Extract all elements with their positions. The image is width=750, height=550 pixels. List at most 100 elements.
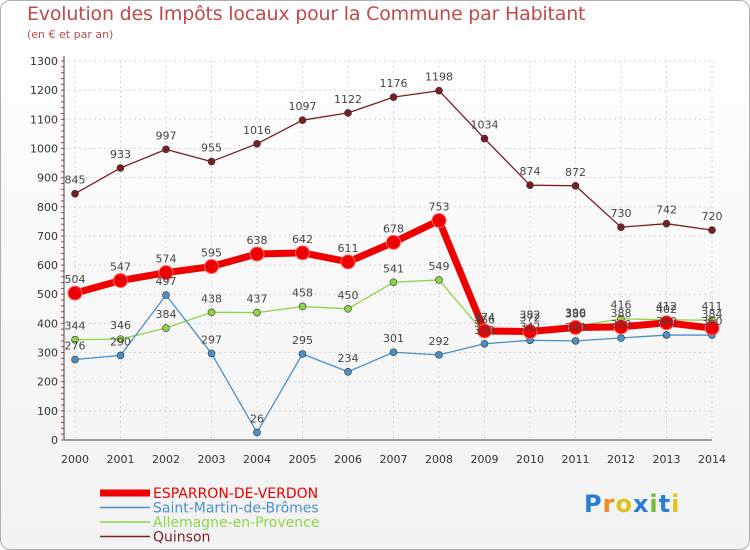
data-label-esparron-de-verdon: 374: [474, 311, 495, 324]
legend-label-esparron-de-verdon: ESPARRON-DE-VERDON: [153, 486, 318, 502]
data-label-quinson: 1097: [289, 100, 317, 113]
data-point-allemagne-en-provence: [298, 302, 307, 311]
data-label-allemagne-en-provence: 458: [292, 286, 313, 299]
logo-letter: r: [602, 490, 616, 518]
data-point-esparron-de-verdon: [613, 319, 629, 335]
data-label-esparron-de-verdon: 504: [65, 273, 86, 286]
logo-letter: P: [584, 490, 603, 518]
logo-letter: x: [632, 490, 650, 518]
data-point-allemagne-en-provence: [344, 305, 352, 313]
data-point-quinson: [435, 86, 443, 95]
data-point-saint-martin-de-bromes: [71, 355, 79, 364]
x-tick-label-2011: 2011: [562, 453, 590, 466]
data-point-esparron-de-verdon: [568, 319, 583, 335]
data-label-saint-martin-de-bromes: 290: [110, 335, 131, 348]
x-tick-label-2014: 2014: [698, 453, 726, 466]
data-label-allemagne-en-provence: 411: [702, 300, 723, 313]
x-tick-label-2001: 2001: [107, 453, 135, 466]
y-tick-label-200: 200: [37, 376, 58, 389]
data-label-allemagne-en-provence: 541: [383, 262, 404, 275]
data-point-quinson: [662, 219, 671, 228]
data-label-quinson: 874: [520, 165, 541, 178]
x-tick-label-2004: 2004: [243, 453, 271, 466]
legend-label-saint-martin-de-bromes: Saint-Martin-de-Brômes: [153, 501, 319, 517]
data-point-quinson: [571, 181, 580, 190]
y-tick-label-900: 900: [37, 172, 58, 185]
data-point-esparron-de-verdon: [340, 254, 356, 270]
data-point-saint-martin-de-bromes: [617, 334, 625, 342]
data-label-allemagne-en-provence: 366: [474, 313, 495, 326]
data-label-allemagne-en-provence: 390: [565, 306, 586, 319]
data-label-quinson: 1016: [243, 124, 271, 137]
data-point-quinson: [162, 145, 170, 154]
data-label-quinson: 1034: [471, 119, 499, 132]
data-point-allemagne-en-provence: [435, 276, 443, 284]
data-label-esparron-de-verdon: 547: [110, 261, 131, 274]
data-label-esparron-de-verdon: 574: [156, 253, 177, 266]
data-point-esparron-de-verdon: [477, 323, 492, 339]
y-tick-label-700: 700: [37, 230, 58, 243]
data-point-quinson: [253, 139, 261, 148]
data-label-allemagne-en-provence: 437: [247, 293, 268, 306]
data-point-quinson: [480, 134, 489, 143]
data-label-esparron-de-verdon: 386: [565, 307, 586, 320]
data-point-saint-martin-de-bromes: [435, 351, 443, 359]
data-label-esparron-de-verdon: 678: [383, 222, 404, 235]
data-label-esparron-de-verdon: 388: [611, 307, 632, 320]
data-point-esparron-de-verdon: [659, 315, 674, 331]
proxiti-logo: Proxiti: [584, 490, 680, 518]
data-label-saint-martin-de-bromes: 360: [702, 315, 723, 328]
data-point-allemagne-en-provence: [162, 324, 170, 332]
data-label-esparron-de-verdon: 372: [520, 312, 541, 325]
data-label-saint-martin-de-bromes: 297: [201, 333, 222, 346]
data-label-esparron-de-verdon: 402: [656, 303, 677, 316]
y-tick-label-600: 600: [37, 259, 58, 272]
data-point-esparron-de-verdon: [431, 212, 447, 228]
data-point-quinson: [207, 157, 216, 166]
data-label-saint-martin-de-bromes: 234: [338, 352, 359, 365]
y-tick-label-1200: 1200: [30, 84, 58, 97]
data-label-quinson: 1198: [425, 71, 453, 84]
data-point-quinson: [344, 109, 352, 117]
data-label-esparron-de-verdon: 595: [201, 247, 222, 260]
data-point-esparron-de-verdon: [67, 285, 83, 301]
data-label-saint-martin-de-bromes: 350: [611, 318, 632, 331]
data-point-saint-martin-de-bromes: [571, 337, 580, 345]
data-label-quinson: 997: [156, 129, 177, 142]
data-label-saint-martin-de-bromes: 330: [474, 324, 495, 337]
x-tick-label-2012: 2012: [607, 453, 635, 466]
data-point-saint-martin-de-bromes: [116, 351, 125, 360]
data-point-allemagne-en-provence: [71, 335, 79, 344]
data-point-saint-martin-de-bromes: [207, 349, 216, 358]
data-label-esparron-de-verdon: 611: [338, 242, 359, 255]
x-tick-label-2013: 2013: [653, 453, 681, 466]
data-point-allemagne-en-provence: [253, 308, 261, 317]
x-tick-label-2002: 2002: [152, 453, 180, 466]
x-tick-label-2007: 2007: [380, 453, 408, 466]
logo-letter: i: [671, 490, 681, 518]
legend-label-allemagne-en-provence: Allemagne-en-Provence: [153, 515, 319, 531]
data-point-saint-martin-de-bromes: [162, 291, 170, 299]
y-tick-label-500: 500: [37, 288, 58, 301]
data-point-saint-martin-de-bromes: [480, 339, 489, 348]
data-label-allemagne-en-provence: 412: [656, 300, 677, 313]
data-label-saint-martin-de-bromes: 360: [656, 315, 677, 328]
data-label-allemagne-en-provence: 438: [201, 292, 222, 305]
data-point-saint-martin-de-bromes: [298, 350, 307, 358]
data-point-esparron-de-verdon: [249, 246, 265, 262]
data-label-saint-martin-de-bromes: 276: [65, 340, 86, 353]
data-label-saint-martin-de-bromes: 295: [292, 334, 313, 347]
data-point-allemagne-en-provence: [389, 278, 398, 287]
data-label-esparron-de-verdon: 642: [292, 233, 313, 246]
data-point-esparron-de-verdon: [158, 265, 174, 281]
chart-subtitle: (en € et par an): [27, 28, 114, 41]
data-point-allemagne-en-provence: [116, 335, 125, 343]
data-point-allemagne-en-provence: [207, 308, 216, 317]
legend-label-quinson: Quinson: [153, 530, 210, 546]
data-point-quinson: [708, 226, 716, 234]
proxiti-logo-text: Proxiti: [584, 490, 680, 518]
data-point-esparron-de-verdon: [204, 259, 219, 275]
x-tick-label-2009: 2009: [471, 453, 499, 466]
data-label-quinson: 1122: [334, 93, 362, 106]
